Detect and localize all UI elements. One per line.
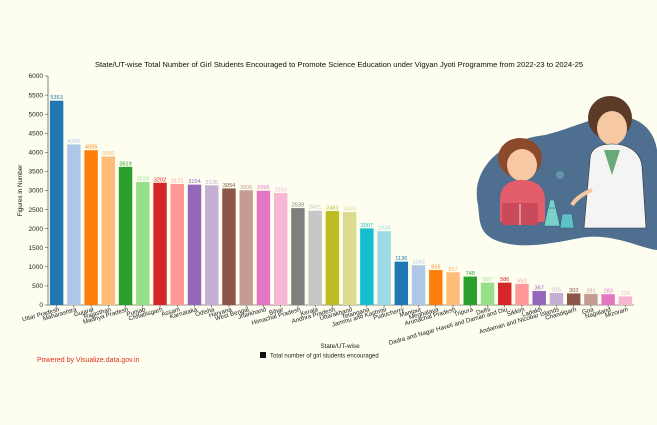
y-tick-label: 3000 [29,188,44,195]
bar-value-label: 3224 [137,176,149,182]
chart-title: State/UT-wise Total Number of Girl Stude… [95,60,583,69]
x-tick-label: Delhi [476,306,491,317]
bar-value-label: 315 [552,287,561,293]
bar-21 [394,261,409,305]
bar-1 [49,100,64,305]
bar-6 [136,181,150,305]
bar-value-label: 3202 [154,177,166,183]
bar-29 [532,290,546,305]
bar-24 [446,272,460,305]
bar-17 [325,211,340,305]
bar-value-label: 1934 [378,226,390,232]
y-tick-label: 5500 [29,92,44,99]
y-tick-label: 3500 [29,169,44,176]
legend-swatch [260,352,266,358]
bar-value-label: 2007 [361,223,373,229]
bar-value-label: 3619 [119,161,131,167]
y-tick-label: 1000 [29,264,44,271]
bar-23 [429,270,443,305]
y-axis-title: Figures in Number [17,165,24,217]
bar-value-label: 553 [517,278,526,284]
bar-value-label: 2461 [326,206,338,212]
bar-20 [377,231,391,305]
bar-13 [256,190,271,305]
bar-value-label: 2471 [309,205,321,211]
bar-27 [498,282,512,305]
bar-value-label: 2539 [292,203,304,209]
bar-value-label: 3054 [223,183,235,189]
bar-26 [480,282,495,305]
bar-value-label: 1043 [412,260,424,266]
y-tick-label: 6000 [29,73,44,80]
science-illustration [476,96,657,250]
bar-28 [515,283,529,305]
bar-30 [549,292,564,305]
bar-22 [411,265,426,305]
bar-14 [273,193,288,305]
bar-3 [84,150,98,305]
x-tick-label: Bihar [268,306,284,317]
y-tick-label: 1500 [29,245,44,252]
bar-value-label: 3006 [240,185,252,191]
y-tick-label: 4500 [29,130,44,137]
bar-4 [101,156,116,305]
bar-32 [584,293,598,305]
bar-value-label: 224 [621,291,630,297]
bar-7 [153,182,167,305]
bar-9 [187,184,202,305]
x-tick-label: Kerala [300,306,320,318]
legend-label: Total number of girl students encouraged [270,354,379,360]
bar-25 [463,276,477,305]
bar-value-label: 5353 [50,95,62,101]
bar-value-label: 3154 [188,179,200,185]
credit-text[interactable]: Powered by Visualize.data.gov.in [37,357,140,364]
bar-18 [342,212,357,305]
bar-value-label: 4206 [68,139,80,145]
bar-value-label: 3136 [206,180,218,186]
bar-value-label: 857 [448,267,457,273]
bar-2 [67,144,81,305]
bar-5 [118,166,133,305]
bar-value-label: 283 [603,289,612,295]
bar-31 [566,293,581,305]
x-axis-title: State/UT-wise [320,343,360,350]
bar-value-label: 3890 [102,151,114,157]
bar-value-label: 1136 [395,256,407,262]
y-tick-label: 4000 [29,150,44,157]
y-tick-label: 2500 [29,207,44,214]
bar-value-label: 916 [431,265,440,271]
y-tick-label: 0 [39,302,43,309]
y-tick-label: 5000 [29,111,44,118]
bar-8 [170,183,184,305]
x-tick-label: Goa [581,306,595,316]
bar-value-label: 2435 [343,207,355,213]
bar-11 [222,188,236,305]
bar-15 [291,208,305,305]
bar-value-label: 2933 [274,188,286,194]
bar-10 [205,185,219,305]
bar-value-label: 367 [535,285,544,291]
bar-33 [601,294,615,305]
bar-value-label: 587 [483,277,492,283]
bar-value-label: 745 [466,271,475,277]
bar-value-label: 303 [569,288,578,294]
bar-12 [239,190,253,305]
bar-value-label: 4055 [85,145,97,151]
bar-19 [360,228,374,305]
bar-value-label: 291 [586,288,595,294]
bar-34 [618,296,633,305]
x-tick-label: Sikkim [506,306,525,318]
bar-16 [308,210,322,305]
y-tick-label: 2000 [29,226,44,233]
bar-value-label: 3171 [171,178,183,184]
bar-value-label: 2995 [257,185,269,191]
bar-value-label: 586 [500,277,509,283]
x-tick-label: Assam [161,306,181,318]
y-tick-label: 500 [32,283,43,290]
